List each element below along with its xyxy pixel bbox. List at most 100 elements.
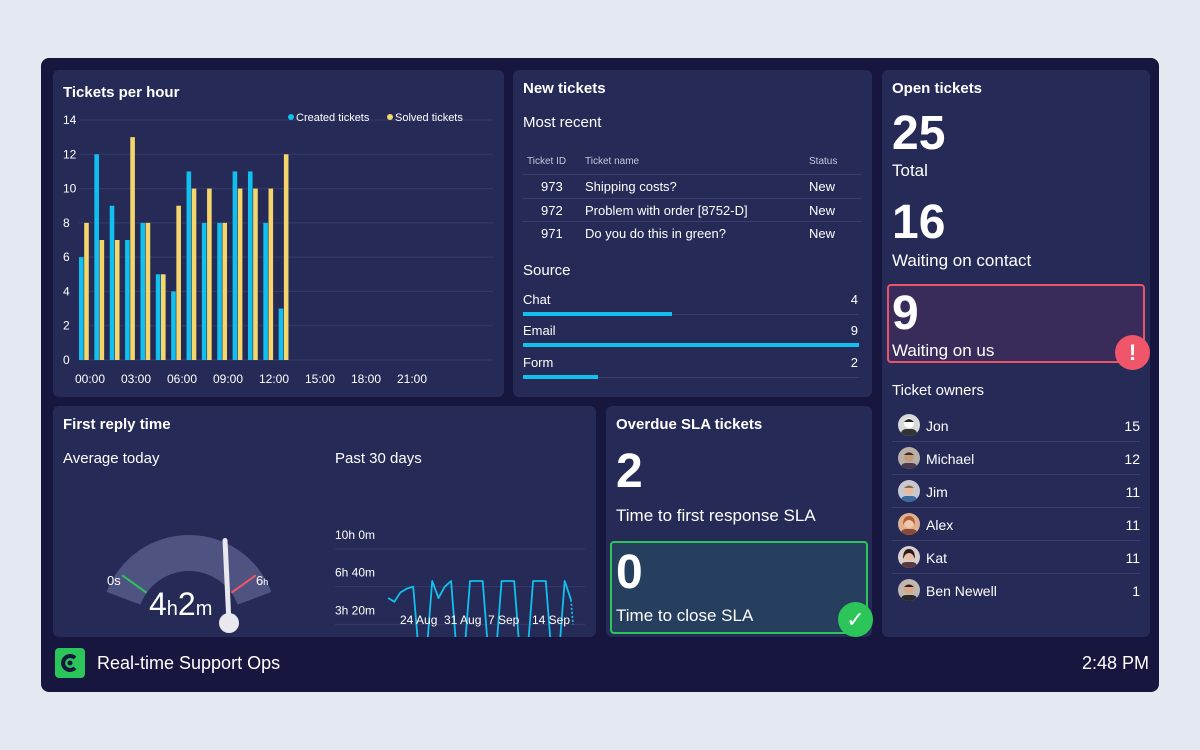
- bar-solved: [283, 154, 289, 360]
- source-chat-label: Chat: [523, 292, 551, 307]
- owner-count: 1: [1132, 583, 1140, 599]
- bar-created: [278, 308, 284, 360]
- reply-time-gauge: [106, 535, 272, 633]
- bar-solved: [237, 188, 243, 360]
- source-track: [523, 314, 859, 315]
- y-tick-label: 10h 0m: [335, 528, 375, 542]
- y-tick-label: 3h 20m: [335, 603, 375, 617]
- source-form-label: Form: [523, 355, 554, 370]
- bar-solved: [99, 240, 105, 360]
- bar-solved: [222, 222, 228, 360]
- app-logo-icon: [55, 648, 85, 678]
- first-response-overdue-count: 2: [616, 445, 643, 498]
- overdue-sla-panel: Overdue SLA tickets 2 Time to first resp…: [606, 406, 873, 637]
- bar-created: [79, 257, 84, 360]
- waiting-contact-label: Waiting on contact: [892, 251, 1032, 270]
- panel-title: Open tickets: [892, 80, 983, 97]
- bar-solved: [268, 188, 274, 360]
- open-tickets-panel: Open tickets 25 Total 16 Waiting on cont…: [882, 70, 1150, 637]
- x-tick-label: 14 Sep: [532, 613, 570, 627]
- bar-solved: [161, 274, 166, 360]
- avatar: [898, 546, 920, 568]
- y-tick-label: 10: [63, 182, 77, 196]
- panel-title: Tickets per hour: [63, 84, 180, 101]
- avatar: [898, 414, 920, 436]
- ticket-status: New: [809, 226, 836, 241]
- app-title: Real-time Support Ops: [97, 653, 281, 673]
- waiting-on-us-alert-box: [887, 284, 1145, 363]
- clock: 2:48 PM: [1081, 653, 1149, 673]
- close-overdue-count: 0: [616, 546, 643, 599]
- legend-created-swatch: [288, 114, 294, 120]
- bar-created: [125, 240, 130, 360]
- bar-created: [232, 171, 238, 360]
- owner-name: Kat: [926, 550, 948, 566]
- gauge-hub: [219, 613, 239, 633]
- avatar: [898, 447, 920, 469]
- owner-count: 15: [1124, 418, 1140, 434]
- dashboard-screen: Tickets per hour 0 2 4 6 8 10 12 14 00:00 03:00 06…: [41, 58, 1159, 692]
- gauge-min-label: 0s: [107, 573, 121, 588]
- y-tick-label: 14: [63, 113, 77, 127]
- bar-created: [171, 291, 176, 360]
- first-reply-panel: First reply time Average today 0s 6h 4h2…: [53, 406, 596, 637]
- bar-created: [186, 171, 192, 360]
- x-tick-label: 7 Sep: [488, 613, 520, 627]
- owner-name: Jon: [926, 418, 949, 434]
- bar-solved: [207, 188, 212, 360]
- ticket-status: New: [809, 179, 836, 194]
- ticket-name: Problem with order [8752-D]: [585, 203, 748, 218]
- ticket-id: 971: [541, 226, 563, 241]
- owner-row[interactable]: Ben Newell 1: [892, 574, 1140, 607]
- ticket-row[interactable]: 972 Problem with order [8752-D] New: [523, 198, 861, 221]
- owner-row[interactable]: Jim 11: [892, 475, 1140, 508]
- gauge-max-unit: h: [263, 577, 269, 587]
- source-form-bar: [523, 375, 598, 379]
- owner-count: 11: [1125, 517, 1140, 533]
- waiting-us-label: Waiting on us: [892, 341, 995, 360]
- panel-title: Overdue SLA tickets: [616, 416, 763, 433]
- owner-row[interactable]: Kat 11: [892, 541, 1140, 574]
- bar-solved: [145, 222, 151, 360]
- reply-time-line: [387, 580, 572, 637]
- bar-created: [247, 171, 253, 360]
- bar-solved: [176, 205, 181, 360]
- x-tick-label: 03:00: [121, 372, 151, 386]
- waiting-us-count: 9: [892, 287, 919, 340]
- ticket-name: Shipping costs?: [585, 179, 677, 194]
- ticket-name: Do you do this in green?: [585, 226, 726, 241]
- owner-row[interactable]: Jon 15: [892, 409, 1140, 442]
- tickets-per-hour-chart: 0 2 4 6 8 10 12 14 00:00 03:00 06:00 09:00 12:00 15:0…: [63, 112, 493, 386]
- x-tick-label: 18:00: [351, 372, 381, 386]
- y-tick-label: 0: [63, 353, 70, 367]
- col-ticket-name: Ticket name: [585, 156, 640, 167]
- bar-created: [217, 222, 222, 360]
- x-tick-label: 15:00: [305, 372, 335, 386]
- ticket-row[interactable]: 971 Do you do this in green? New: [523, 221, 861, 244]
- bar-created: [155, 274, 161, 360]
- most-recent-heading: Most recent: [523, 114, 602, 131]
- owner-name: Alex: [926, 517, 954, 533]
- x-tick-label: 21:00: [397, 372, 427, 386]
- total-label: Total: [892, 161, 928, 180]
- alert-icon: !: [1115, 335, 1150, 370]
- owner-name: Jim: [926, 484, 948, 500]
- total-count: 25: [892, 107, 946, 160]
- bar-solved: [84, 222, 89, 360]
- owner-row[interactable]: Michael 12: [892, 442, 1140, 475]
- avatar: [898, 579, 920, 601]
- bar-solved: [130, 137, 135, 360]
- avatar: [898, 480, 920, 502]
- gauge-hours: 4: [149, 586, 167, 622]
- gauge-track: [106, 535, 272, 605]
- source-email-bar: [523, 343, 859, 347]
- bar-created: [263, 222, 268, 360]
- owner-row[interactable]: Alex 11: [892, 508, 1140, 541]
- owner-count: 11: [1125, 550, 1140, 566]
- avatar: [898, 513, 920, 535]
- owner-count: 12: [1124, 451, 1140, 467]
- average-today-label: Average today: [63, 450, 160, 467]
- x-tick-label: 12:00: [259, 372, 289, 386]
- ticket-row[interactable]: 973 Shipping costs? New: [523, 174, 861, 197]
- y-tick-label: 4: [63, 284, 70, 298]
